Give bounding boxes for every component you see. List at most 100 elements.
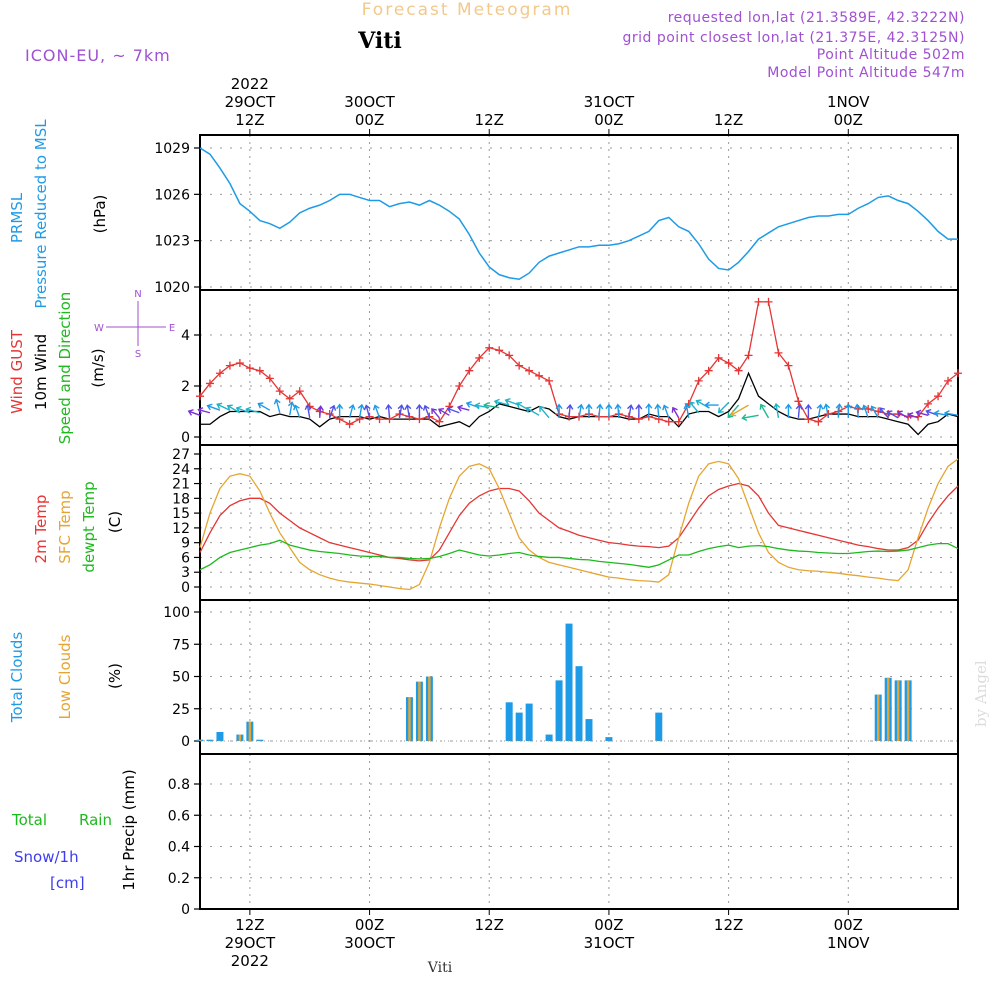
clouds-ytick-label: 100: [163, 605, 190, 621]
top-time-label: 1NOV: [827, 93, 870, 111]
wind-arrow: [316, 405, 324, 418]
wind-arrow: [437, 408, 450, 416]
watermark: by Angel: [972, 660, 990, 727]
wind-ytick-label: 0: [181, 430, 190, 446]
temperature-ytick-label: 21: [172, 477, 190, 493]
precip-ytick-label: 0.2: [168, 871, 190, 887]
pressure-ytick-label: 1026: [154, 187, 190, 203]
temp2m-line: [199, 482, 959, 562]
location-title: Viti: [357, 28, 402, 54]
wind-arrow: [605, 403, 613, 418]
total-cloud-bar: [545, 734, 553, 741]
gust-marker: [525, 366, 534, 375]
c-unit-label: (C): [106, 511, 124, 533]
wind-arrow: [704, 401, 719, 409]
product-title: Forecast Meteogram: [362, 0, 573, 20]
gust-marker: [954, 369, 962, 378]
temperature-ytick-label: 3: [181, 565, 190, 581]
wind-arrow: [626, 404, 634, 418]
wind-arrow: [577, 403, 585, 418]
low-cloud-bar: [428, 676, 431, 741]
compass-west: W: [94, 323, 104, 334]
wind-arrow: [741, 414, 759, 422]
gust-marker: [495, 346, 504, 355]
temperature-ytick-label: 6: [181, 550, 190, 566]
low-cloud-bar: [418, 681, 421, 741]
wind-arrow: [844, 403, 852, 418]
precip-frame: [199, 753, 959, 910]
wind-arrow: [197, 407, 211, 415]
bottom-time-label: 00Z: [355, 916, 384, 934]
hpa-unit-label: (hPa): [91, 195, 109, 234]
low-cloud-bar: [876, 694, 880, 741]
gust-marker: [255, 366, 264, 375]
wind-arrow: [304, 404, 312, 418]
wind-arrow: [730, 404, 749, 417]
temperature-ytick-label: 27: [172, 447, 190, 463]
gust-marker: [734, 366, 743, 375]
snow-label: Snow/1h: [14, 848, 79, 866]
model-label: ICON-EU, ~ 7km: [25, 46, 171, 65]
wind-arrow: [654, 403, 662, 418]
cloud-ylabels: Total Clouds Low Clouds (%): [8, 632, 124, 724]
wind-arrow: [915, 409, 929, 417]
requested-coords: requested lon,lat (21.3589E, 42.3222N): [668, 10, 965, 26]
wind-arrow: [853, 403, 861, 418]
wind-arrow: [525, 406, 540, 416]
ms-unit-label: (m/s): [89, 348, 107, 387]
temperature-ytick-label: 12: [172, 521, 190, 537]
wind-arrow: [823, 403, 831, 418]
gust-marker: [934, 392, 943, 401]
gust-marker: [215, 369, 224, 378]
bottom-time-label: 12Z: [235, 916, 264, 934]
pressure-ytick-label: 1029: [154, 141, 190, 157]
gust-marker: [724, 359, 733, 368]
wind-arrow: [717, 402, 730, 414]
top-time-label: 2022: [231, 75, 269, 93]
wind-arrow: [688, 401, 700, 414]
wind-arrow: [363, 404, 371, 419]
bottom-time-label: 12Z: [475, 916, 504, 934]
precip-unit-label: 1hr Precip (mm): [120, 769, 138, 890]
temperature-frame: [199, 444, 959, 601]
precip-ytick-label: 0.4: [168, 840, 190, 856]
precip-ytick-label: 0: [181, 902, 190, 918]
gust-marker: [924, 399, 933, 408]
wind-arrow: [555, 403, 563, 418]
wind-arrow: [896, 410, 909, 419]
total-cloud-bar: [565, 623, 573, 741]
top-time-label: 29OCT: [225, 93, 276, 111]
gust-label: Wind GUST: [8, 329, 26, 414]
dewpt-label: dewpt Temp: [80, 481, 98, 572]
gust-marker: [784, 361, 793, 370]
precip-ylabels: Total Rain Snow/1h [cm] 1hr Precip (mm): [11, 769, 138, 892]
gust-marker: [505, 351, 514, 360]
rain-label: Rain: [79, 811, 112, 829]
sfc-temp-line: [199, 458, 959, 591]
bottom-time-label: 12Z: [714, 916, 743, 934]
bottom-time-label: 31OCT: [584, 934, 635, 952]
wind-arrow: [357, 403, 365, 418]
panels: 1020102310261029024036912151821242702550…: [154, 75, 962, 970]
gust-marker: [704, 366, 713, 375]
pressure-panel: 1020 1023 1026 1029: [154, 134, 959, 296]
total-cloud-bar: [585, 719, 593, 741]
wind-arrow: [348, 403, 356, 419]
total-label: Total: [11, 811, 47, 829]
wind-arrow: [273, 398, 281, 413]
low-cloud-bar: [238, 734, 242, 741]
wind-arrow: [759, 403, 770, 419]
top-time-label: 00Z: [594, 111, 623, 129]
wind-arrow: [336, 403, 344, 418]
wind-arrow: [835, 403, 843, 418]
wind-arrow: [795, 403, 803, 418]
low-cloud-bar: [198, 739, 202, 741]
gust-marker: [545, 376, 554, 385]
wind-arrow: [773, 402, 781, 418]
temperature-ytick-label: 0: [181, 580, 190, 596]
wind-ytick-label: 2: [181, 379, 190, 395]
pressure-frame: [199, 134, 959, 291]
compass-north: N: [134, 289, 141, 300]
total-cloud-bar: [575, 666, 583, 741]
